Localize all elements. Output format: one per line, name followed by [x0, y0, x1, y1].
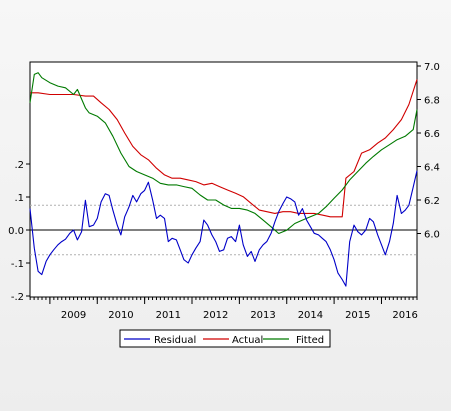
legend-label-residual: Residual — [154, 335, 196, 346]
x-tick-label: 2009 — [61, 310, 86, 321]
left-tick-label: .1 — [14, 193, 24, 204]
series-layer — [29, 72, 418, 287]
right-tick-label: 7.0 — [424, 62, 440, 73]
series-line-actual — [30, 79, 418, 218]
x-tick-label: 2011 — [156, 310, 181, 321]
legend: Residual Actual Fitted — [119, 329, 331, 348]
plot-area — [29, 61, 418, 298]
legend-label-actual: Actual — [232, 335, 263, 346]
left-tick-label: .2 — [14, 160, 24, 171]
right-tick-label: 6.8 — [424, 96, 440, 107]
axis-ticks: .2 .1 0.0 -.1 -.2 7.0 6.8 6.6 6.4 6.2 6.0 2009 2010 2… — [8, 62, 440, 321]
right-tick-label: 6.6 — [424, 129, 440, 140]
series-line-fitted — [29, 72, 418, 235]
series-line-residual — [29, 170, 418, 287]
x-tick-label: 2015 — [345, 310, 370, 321]
legend-label-fitted: Fitted — [296, 335, 324, 346]
right-tick-label: 6.4 — [424, 163, 440, 174]
right-tick-label: 6.0 — [424, 230, 440, 241]
right-tick-label: 6.2 — [424, 196, 440, 207]
left-tick-label: -.1 — [11, 259, 24, 270]
left-tick-label: -.2 — [11, 292, 24, 303]
x-tick-label: 2010 — [108, 310, 133, 321]
x-tick-label: 2013 — [250, 310, 275, 321]
left-tick-label: 0.0 — [8, 226, 24, 237]
x-tick-label: 2016 — [392, 310, 417, 321]
x-tick-label: 2012 — [203, 310, 228, 321]
x-tick-label: 2014 — [298, 310, 323, 321]
